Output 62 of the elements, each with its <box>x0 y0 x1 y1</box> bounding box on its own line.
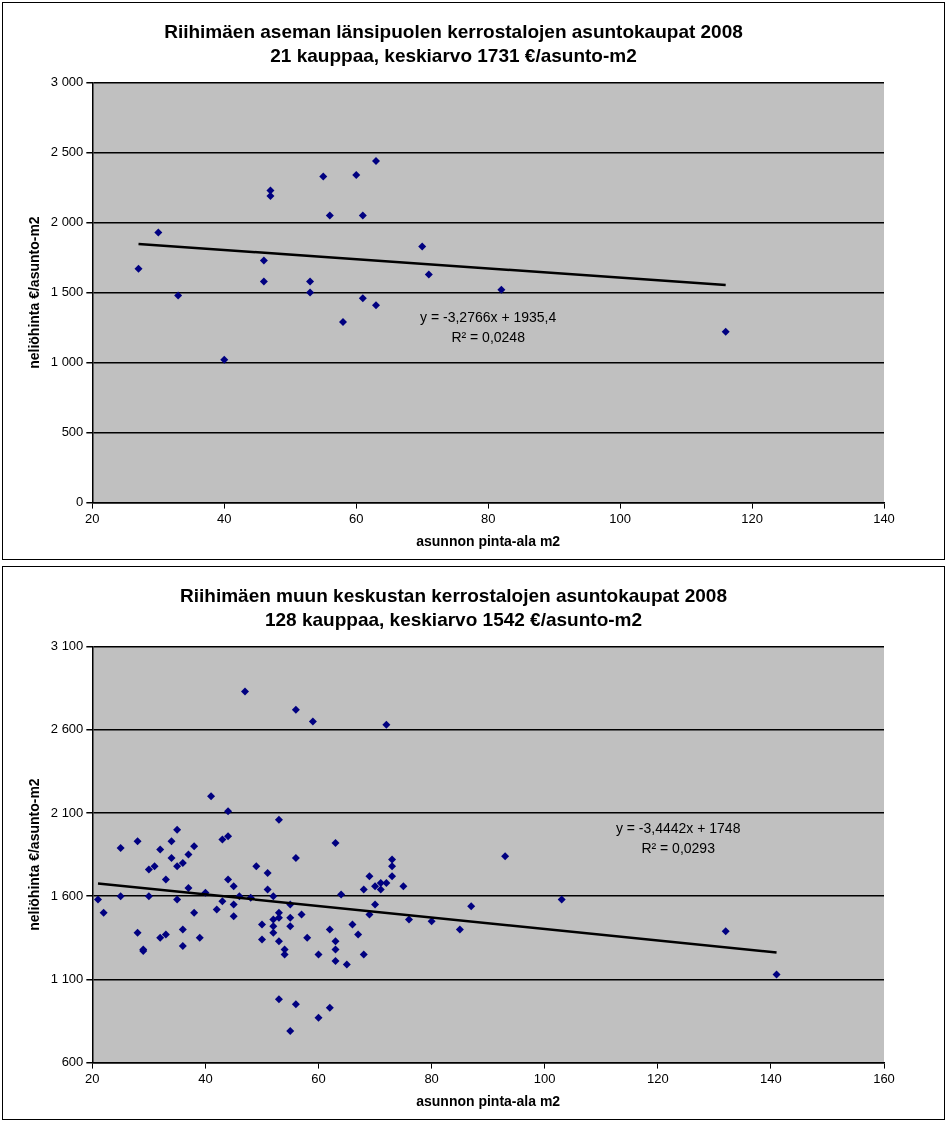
x-axis-title: asunnon pinta-ala m2 <box>416 533 561 550</box>
x-tick-label: 40 <box>217 510 232 526</box>
y-tick-label: 2 600 <box>50 721 84 737</box>
chart-subtitle: 128 kauppaa, keskiarvo 1542 €/asunto-m2 <box>264 609 643 631</box>
x-tick-label: 40 <box>198 1070 213 1086</box>
y-axis-title: neliöhinta €/asunto-m2 <box>26 216 43 369</box>
chart-title: Riihimäen aseman länsipuolen kerrostalojen asuntokaupat 2008 <box>164 20 743 42</box>
point <box>154 228 163 237</box>
x-tick-label: 100 <box>609 510 631 526</box>
point <box>372 157 381 165</box>
point <box>358 211 367 220</box>
x-tick-label: 80 <box>424 1070 439 1086</box>
point <box>418 242 427 251</box>
point <box>372 301 381 310</box>
point <box>220 355 229 364</box>
point <box>319 172 328 181</box>
point <box>266 192 275 200</box>
point <box>259 277 268 286</box>
point <box>174 291 183 300</box>
y-axis-title: neliöhinta €/asunto-m2 <box>26 778 43 931</box>
x-tick-label: 100 <box>533 1070 556 1086</box>
point <box>352 171 361 179</box>
point <box>259 256 268 265</box>
x-tick-label: 160 <box>873 1070 895 1086</box>
y-tick-label: 3 000 <box>50 74 84 90</box>
point <box>306 288 315 297</box>
y-tick-label: 1 000 <box>50 354 84 370</box>
y-tick-label: 1 600 <box>50 887 84 903</box>
annotation: R² = 0,0293 <box>641 840 716 857</box>
point <box>497 285 506 294</box>
x-tick-label: 120 <box>741 510 763 526</box>
x-tick-label: 140 <box>873 510 895 526</box>
x-tick-label: 20 <box>85 1070 100 1086</box>
point <box>134 264 143 273</box>
annotation: y = -3,4442x + 1748 <box>615 820 741 837</box>
y-tick-label: 600 <box>61 1054 84 1070</box>
x-tick-label: 60 <box>311 1070 326 1086</box>
y-tick-label: 500 <box>61 424 84 440</box>
x-axis-title: asunnon pinta-ala m2 <box>416 1093 561 1110</box>
point <box>306 277 315 286</box>
y-tick-label: 0 <box>76 494 84 510</box>
x-tick-label: 60 <box>348 510 364 526</box>
y-tick-label: 2 100 <box>50 804 84 820</box>
annotation: R² = 0,0248 <box>451 328 526 345</box>
point <box>358 294 367 303</box>
y-tick-label: 2 000 <box>50 214 84 230</box>
y-tick-label: 1 500 <box>50 284 84 300</box>
x-tick-label: 140 <box>760 1070 782 1086</box>
point <box>721 327 730 336</box>
annotation: y = -3,2766x + 1935,4 <box>420 308 557 325</box>
point <box>266 186 275 195</box>
chart-title: Riihimäen muun keskustan kerrostalojen asuntokaupat 2008 <box>180 584 727 606</box>
y-tick-label: 1 100 <box>50 970 84 986</box>
x-tick-label: 120 <box>646 1070 669 1086</box>
point <box>325 211 334 220</box>
y-tick-label: 3 100 <box>50 638 84 654</box>
point <box>424 270 433 279</box>
chart-subtitle: 21 kauppaa, keskiarvo 1731 €/asunto-m2 <box>270 45 637 67</box>
y-tick-label: 2 500 <box>50 144 84 160</box>
x-tick-label: 80 <box>480 510 496 526</box>
point <box>339 318 348 326</box>
x-tick-label: 20 <box>85 510 100 526</box>
